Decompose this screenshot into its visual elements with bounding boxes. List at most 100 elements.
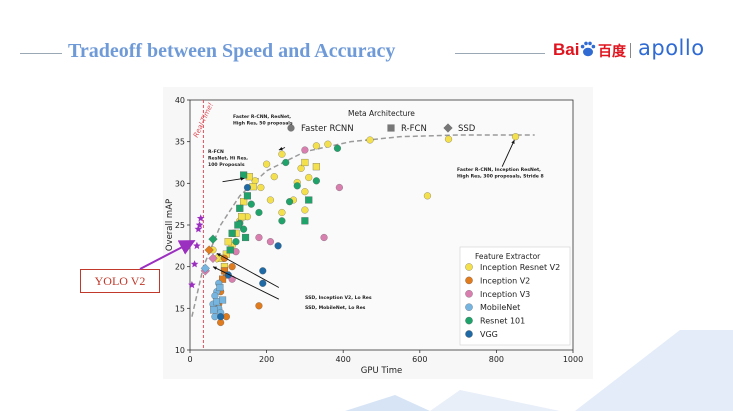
legend-meta-label: R-FCN bbox=[401, 124, 427, 134]
annotation-arrow bbox=[501, 139, 515, 167]
data-point bbox=[270, 173, 278, 181]
legend-meta-title: Meta Architecture bbox=[348, 109, 415, 118]
annotation-text: 100 Proposals bbox=[208, 162, 245, 168]
x-tick-label: 1000 bbox=[563, 355, 583, 364]
logo-area: Bai 百度 apollo bbox=[553, 36, 705, 64]
data-point bbox=[204, 245, 214, 255]
legend-feature-label: Resnet 101 bbox=[480, 317, 525, 326]
annotation-text: R-FCN bbox=[208, 149, 224, 155]
data-point bbox=[200, 263, 210, 273]
annotation-text: High Res, 300 proposals, Stride 8 bbox=[457, 174, 544, 180]
legend-meta-marker bbox=[287, 124, 295, 132]
data-point bbox=[241, 233, 250, 242]
data-point bbox=[305, 196, 313, 204]
title-rule-right bbox=[455, 53, 545, 54]
data-point bbox=[305, 173, 313, 182]
annotation-arrow bbox=[222, 177, 245, 183]
data-point bbox=[293, 182, 301, 190]
data-point bbox=[210, 306, 218, 314]
x-tick-label: 600 bbox=[412, 355, 427, 364]
annotation-text: SSD, Inception V2, Lo Res bbox=[305, 295, 372, 301]
apollo-logo: apollo bbox=[638, 36, 705, 60]
data-point bbox=[228, 263, 236, 271]
legend-feature-label: VGG bbox=[480, 330, 498, 339]
baidu-paw-icon bbox=[580, 41, 596, 57]
legend-feature-marker bbox=[465, 330, 473, 338]
data-point bbox=[301, 217, 309, 225]
data-point bbox=[255, 302, 263, 310]
data-point bbox=[444, 135, 453, 143]
data-point bbox=[243, 183, 251, 192]
logo-separator bbox=[630, 43, 631, 58]
x-tick-label: 400 bbox=[336, 355, 351, 364]
x-tick-label: 200 bbox=[259, 355, 274, 364]
y-tick-label: 25 bbox=[175, 221, 185, 230]
bg-shape-a bbox=[345, 395, 430, 411]
chart-panel: 0 200 400 600 800 1000 10 15 20 25 30 35 40 GPU Time O… bbox=[163, 87, 593, 379]
annotation-arrow bbox=[216, 252, 280, 288]
data-point bbox=[266, 196, 274, 204]
legend-feature-marker bbox=[465, 316, 473, 325]
y-tick-label: 30 bbox=[175, 179, 185, 188]
annotation-text: SSD, MobileNet, Lo Res bbox=[305, 305, 366, 311]
data-point bbox=[423, 192, 432, 200]
data-point bbox=[301, 188, 309, 196]
data-point bbox=[226, 246, 234, 254]
yolo-v2-point bbox=[188, 281, 196, 289]
data-point bbox=[247, 200, 255, 208]
data-point bbox=[282, 158, 290, 167]
y-axis-label: Overall mAP bbox=[165, 199, 175, 251]
data-point bbox=[259, 267, 267, 275]
data-point bbox=[301, 206, 309, 214]
yolo-v2-point bbox=[190, 260, 199, 268]
legend-feature-title: Feature Extractor bbox=[475, 252, 541, 261]
data-point bbox=[301, 146, 309, 154]
legend-meta-label: Faster RCNN bbox=[301, 124, 354, 134]
y-tick-label: 40 bbox=[175, 96, 185, 105]
data-point bbox=[333, 144, 342, 152]
data-point bbox=[219, 275, 227, 283]
data-point bbox=[278, 217, 286, 225]
data-point bbox=[266, 238, 274, 246]
annotation-arrowhead bbox=[278, 147, 283, 151]
baidu-logo-latin: Bai bbox=[553, 40, 580, 59]
legend-feature-marker bbox=[465, 276, 473, 285]
data-point bbox=[219, 296, 227, 304]
data-point bbox=[234, 221, 242, 229]
legend-feature-label: Inception V3 bbox=[480, 290, 530, 299]
data-point bbox=[335, 183, 343, 192]
data-point bbox=[232, 238, 240, 246]
y-tick-label: 10 bbox=[175, 346, 185, 355]
annotation-arrowhead bbox=[216, 253, 221, 257]
y-tick-label: 15 bbox=[175, 304, 185, 313]
legend-feature-box bbox=[459, 246, 571, 346]
data-point bbox=[286, 198, 294, 206]
data-point bbox=[278, 150, 286, 158]
legend-feature-label: MobileNet bbox=[480, 303, 520, 312]
data-point bbox=[255, 233, 263, 242]
x-tick-label: 800 bbox=[489, 355, 504, 364]
legend-feature-marker bbox=[465, 303, 473, 311]
data-point bbox=[366, 136, 374, 144]
legend-meta-marker bbox=[387, 124, 395, 132]
pareto-frontier-curve bbox=[191, 134, 535, 317]
annotation-arrowhead bbox=[240, 177, 245, 181]
data-point bbox=[312, 177, 320, 185]
data-point bbox=[297, 164, 305, 172]
data-point bbox=[208, 234, 218, 244]
data-point bbox=[228, 229, 236, 237]
legend-feature-marker bbox=[465, 263, 473, 271]
scatter-chart: 0 200 400 600 800 1000 10 15 20 25 30 35 40 GPU Time O… bbox=[165, 96, 583, 376]
slide-title: Tradeoff between Speed and Accuracy bbox=[68, 40, 396, 62]
data-point bbox=[324, 140, 332, 148]
legend-meta-marker bbox=[443, 123, 453, 133]
data-point bbox=[274, 242, 282, 250]
data-point bbox=[224, 238, 232, 246]
y-tick-label: 35 bbox=[175, 138, 185, 147]
legend-feature-label: Inception Resnet V2 bbox=[480, 263, 560, 272]
yolo-v2-point bbox=[195, 221, 204, 229]
y-tick-label: 20 bbox=[175, 263, 185, 272]
legend-feature-label: Inception V2 bbox=[480, 276, 530, 285]
data-point bbox=[278, 208, 286, 217]
data-point bbox=[511, 133, 520, 141]
